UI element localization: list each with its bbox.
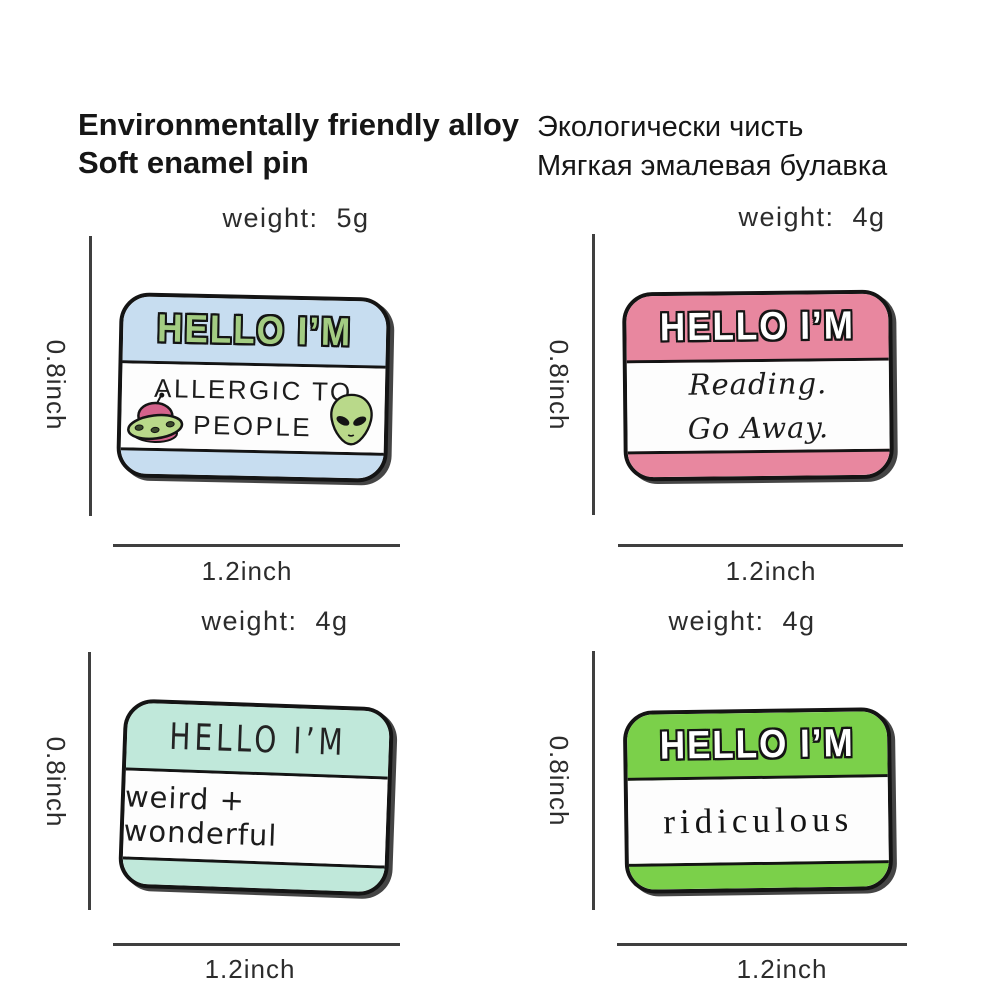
width-dimension-line-reading (618, 544, 903, 547)
width-label-allergic: 1.2inch (201, 556, 293, 586)
height-label-reading: 0.8inch (544, 339, 574, 431)
pin-allergic-text-line2: PEOPLE (192, 409, 313, 443)
hello-im-banner: HELLO I’M (659, 720, 855, 768)
hello-im-banner: HELLO I’M (168, 715, 348, 765)
hello-im-banner: HELLO I’M (659, 303, 856, 350)
pin-reading-top-band: HELLO I’M (626, 293, 889, 364)
pin-reading-name-area: Reading. Go Away. (626, 360, 890, 452)
weight-label-weird: weight: 4g (201, 606, 349, 636)
height-dimension-line-weird (88, 652, 91, 910)
pin-weird-wonderful: HELLO I’M weird + wonderful (117, 698, 395, 897)
height-dimension-line-allergic (89, 236, 92, 516)
width-label-reading: 1.2inch (725, 556, 817, 586)
heading-english-line1: Environmentally friendly alloy (78, 107, 520, 142)
weight-label-reading: weight: 4g (738, 202, 886, 232)
heading-english: Environmentally friendly alloy Soft enam… (78, 106, 519, 182)
heading-russian: Экологически чисть Мягкая эмалевая булав… (537, 108, 887, 186)
pin-weird-top-band: HELLO I’M (125, 702, 391, 780)
pin-allergic-top-band: HELLO I’M (122, 296, 387, 369)
height-dimension-line-ridiculous (592, 651, 595, 910)
pin-allergic-name-area: ALLERGIC TO PEOPLE (120, 362, 386, 453)
pin-weird-name-area: weird + wonderful (122, 770, 388, 867)
width-label-weird: 1.2inch (204, 954, 296, 984)
width-label-ridiculous: 1.2inch (736, 954, 828, 984)
weight-label-allergic: weight: 5g (222, 203, 370, 233)
pin-ridiculous-bottom-band (628, 860, 890, 890)
height-label-allergic: 0.8inch (41, 339, 71, 431)
heading-russian-line2: Мягкая эмалевая булавка (537, 150, 888, 182)
heading-russian-line1: Экологически чисть (537, 111, 804, 143)
pin-ridiculous-top-band: HELLO I’M (626, 711, 888, 781)
pin-reading-bottom-band (627, 448, 890, 478)
pin-allergic-bottom-band (120, 447, 384, 479)
width-dimension-line-allergic (113, 544, 400, 547)
width-dimension-line-weird (113, 943, 400, 946)
pin-weird-text-line1: weird + wonderful (123, 779, 278, 854)
pin-allergic-to-people: HELLO I’M ALLERGIC TO PEOPLE (116, 292, 391, 483)
width-dimension-line-ridiculous (617, 943, 907, 946)
ufo-icon (127, 392, 184, 443)
height-label-weird: 0.8inch (41, 736, 71, 828)
pin-reading-text-line1: Reading. (688, 366, 828, 402)
pin-ridiculous: HELLO I’M ridiculous (622, 707, 894, 894)
height-dimension-line-reading (592, 234, 595, 515)
height-label-ridiculous: 0.8inch (544, 735, 574, 827)
alien-icon (330, 393, 373, 446)
pin-reading-text-line2: Go Away. (687, 410, 830, 446)
weight-label-ridiculous: weight: 4g (668, 606, 816, 636)
pin-ridiculous-text-line1: ridiculous (663, 799, 854, 841)
heading-english-line2: Soft enamel pin (78, 145, 309, 180)
pin-reading-go-away: HELLO I’M Reading. Go Away. (622, 289, 894, 482)
pin-ridiculous-name-area: ridiculous (627, 777, 889, 865)
hello-im-banner: HELLO I’M (156, 306, 353, 355)
